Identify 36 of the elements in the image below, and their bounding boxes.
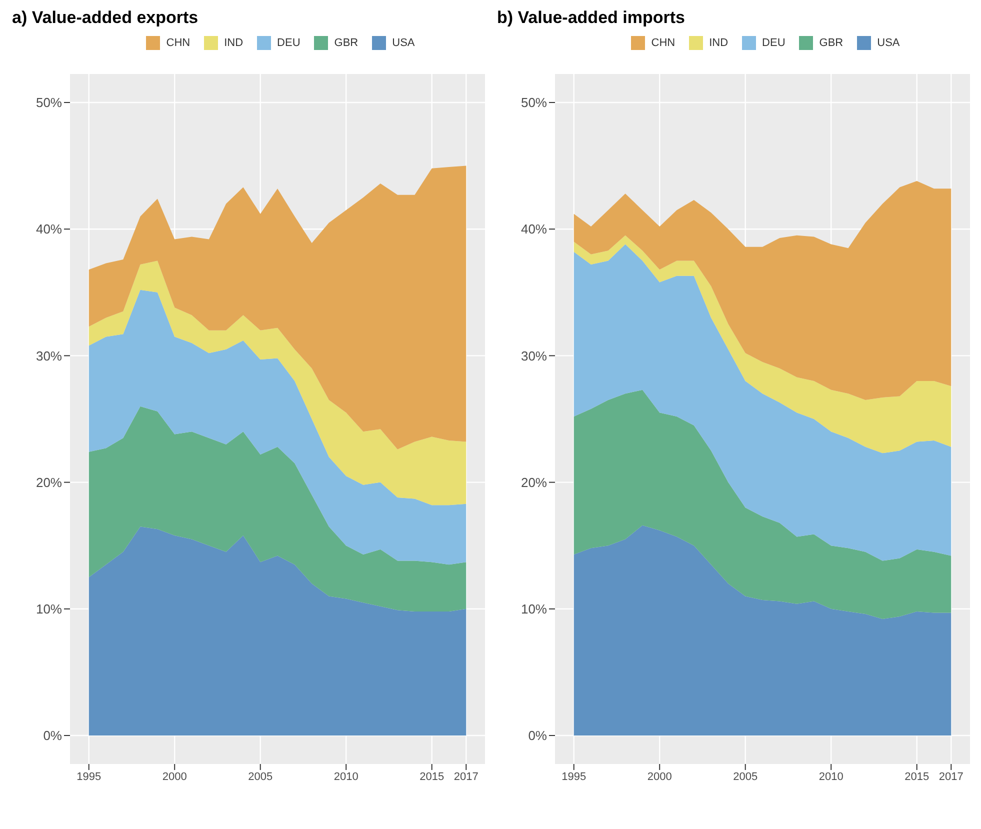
legend-label: CHN (166, 37, 190, 49)
x-tick-label: 2017 (454, 770, 478, 783)
y-tick-label: 20% (36, 474, 62, 490)
legend-label: USA (392, 37, 415, 49)
y-tick-label: 10% (520, 602, 548, 617)
x-tick-label: 2010 (334, 770, 358, 783)
legend-label: IND (709, 37, 728, 49)
y-tick-label: 10% (36, 602, 62, 617)
x-tick-label: 2000 (162, 770, 187, 783)
y-tick-label: 30% (36, 348, 62, 364)
x-tick-label: 2015 (904, 770, 930, 783)
legend-label: CHN (651, 37, 676, 49)
y-tick-label: 0% (43, 728, 62, 744)
y-tick-label: 40% (36, 222, 62, 237)
y-tick-label: 30% (520, 348, 548, 364)
x-tick-label: 2017 (938, 770, 964, 783)
x-tick-label: 2005 (733, 770, 758, 783)
legend-label: DEU (277, 37, 300, 49)
legend-label: USA (877, 37, 900, 49)
x-tick-label: 2005 (248, 770, 273, 783)
chart-title: b) Value-added imports (497, 8, 686, 29)
x-tick-label: 2000 (647, 770, 672, 783)
x-tick-label: 2010 (818, 770, 844, 783)
legend-label: GBR (819, 37, 844, 49)
legend-label: GBR (334, 37, 358, 49)
chart-title: a) Value-added exports (12, 8, 200, 29)
legend-label: IND (224, 37, 244, 49)
y-tick-label: 0% (528, 728, 548, 744)
x-tick-label: 1995 (562, 770, 586, 783)
x-tick-label: 1995 (76, 770, 102, 783)
y-tick-label: 40% (520, 222, 548, 237)
y-tick-label: 20% (520, 474, 548, 490)
x-tick-label: 2015 (420, 770, 444, 783)
legend-label: DEU (762, 37, 786, 49)
y-tick-label: 50% (520, 95, 548, 110)
y-tick-label: 50% (36, 95, 62, 110)
